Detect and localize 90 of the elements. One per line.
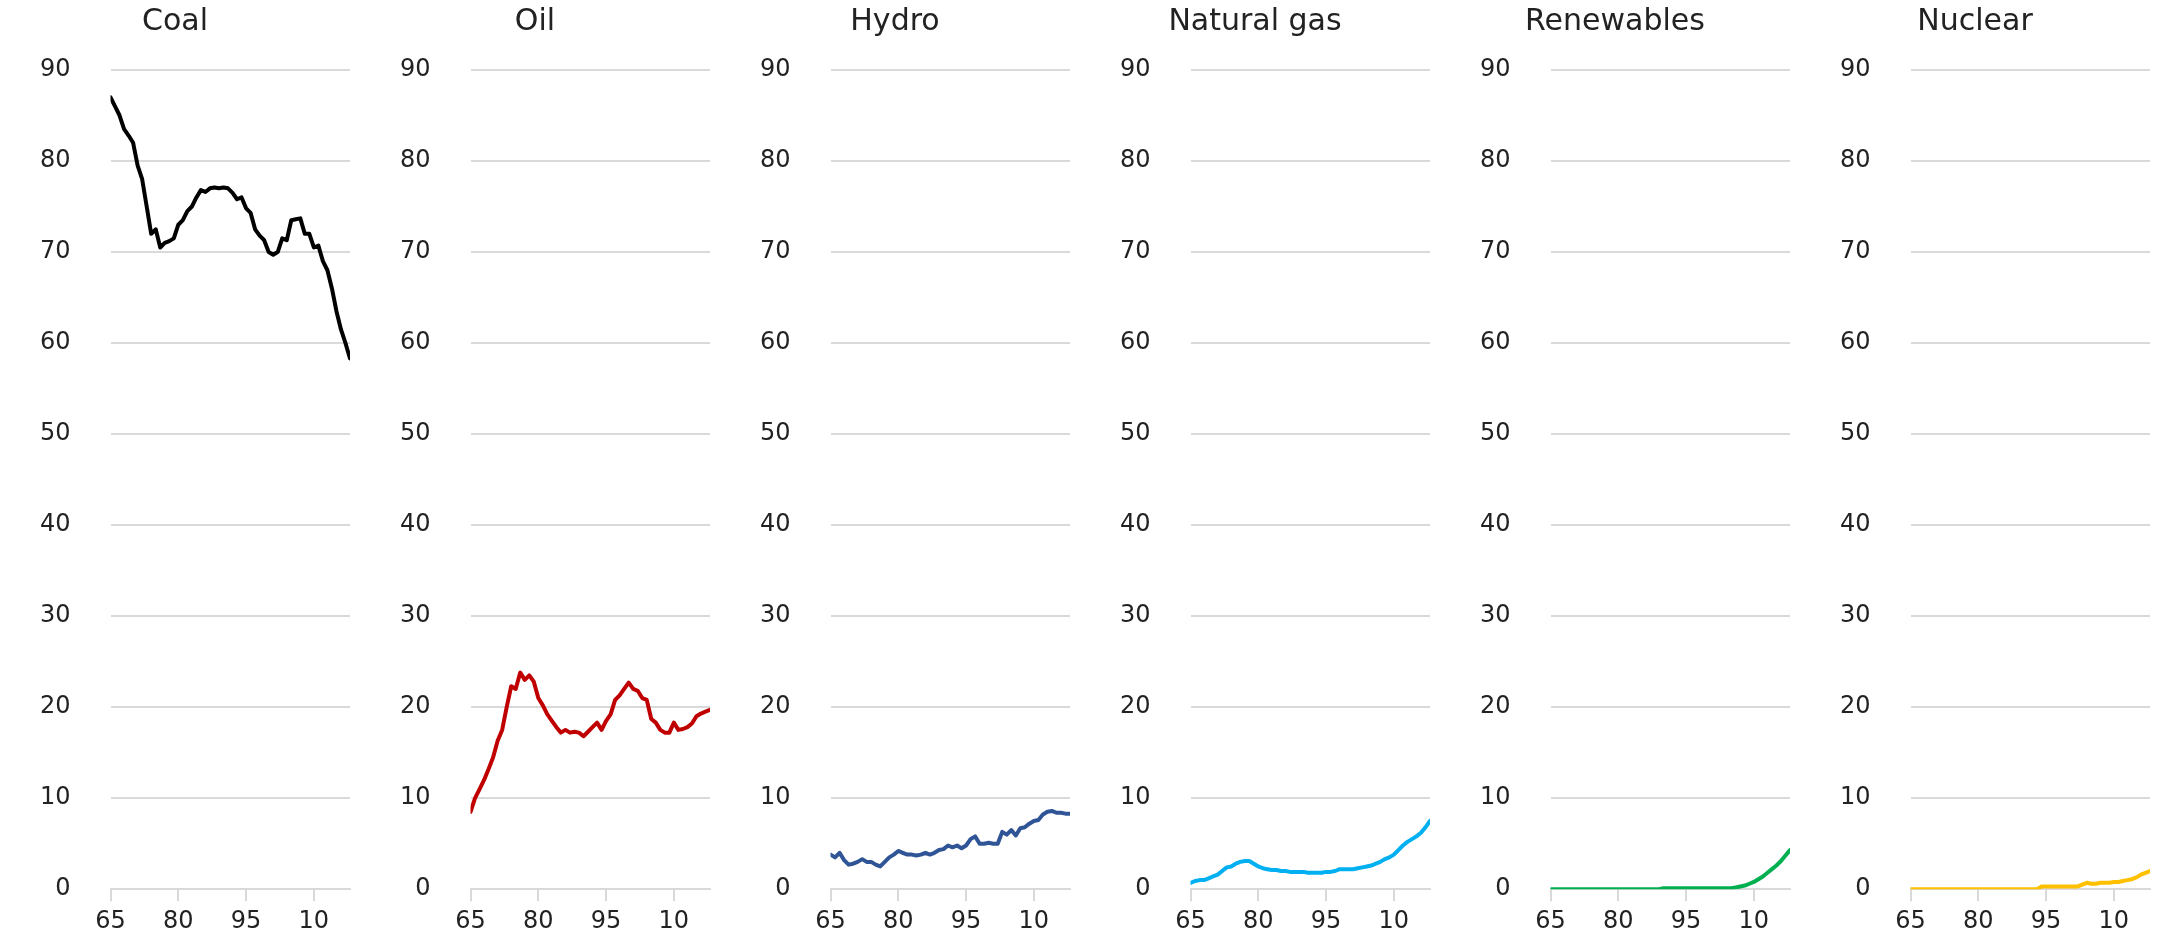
y-tick-label: 40 <box>39 509 71 538</box>
x-tick-label: 10 <box>2098 905 2130 934</box>
y-tick-label: 10 <box>1479 782 1511 811</box>
chart-title: Renewables <box>1525 1 1705 37</box>
y-tick-label: 70 <box>759 236 791 265</box>
y-tick-label: 0 <box>775 873 791 902</box>
x-tick-label: 10 <box>298 905 330 934</box>
y-tick-label: 60 <box>39 327 71 356</box>
x-tick-label: 80 <box>883 905 914 934</box>
y-tick-label: 10 <box>1839 782 1871 811</box>
x-tick-label: 80 <box>1603 905 1634 934</box>
y-tick-label: 30 <box>1839 600 1871 629</box>
x-tick-label: 10 <box>1018 905 1050 934</box>
y-tick-label: 30 <box>759 600 791 629</box>
y-tick-label: 50 <box>1479 418 1511 447</box>
y-tick-label: 20 <box>1119 691 1151 720</box>
y-tick-label: 50 <box>759 418 791 447</box>
y-tick-label: 0 <box>1135 873 1151 902</box>
y-tick-label: 20 <box>39 691 71 720</box>
x-tick-label: 95 <box>590 905 622 934</box>
x-tick-label: 95 <box>1670 905 1702 934</box>
y-tick-label: 60 <box>759 327 791 356</box>
x-tick-label: 95 <box>230 905 262 934</box>
y-tick-label: 20 <box>759 691 791 720</box>
chart-title: Nuclear <box>1917 1 2034 37</box>
y-tick-label: 90 <box>1119 54 1151 83</box>
y-tick-label: 30 <box>399 600 431 629</box>
chart-title: Hydro <box>850 1 940 37</box>
y-tick-label: 10 <box>759 782 791 811</box>
y-tick-label: 30 <box>1479 600 1511 629</box>
y-tick-label: 80 <box>39 145 71 174</box>
x-tick-label: 10 <box>658 905 690 934</box>
y-tick-label: 60 <box>1839 327 1871 356</box>
y-tick-label: 70 <box>1119 236 1151 265</box>
x-tick-label: 65 <box>95 905 126 934</box>
x-tick-label: 65 <box>1535 905 1566 934</box>
y-tick-label: 90 <box>1479 54 1511 83</box>
y-tick-label: 90 <box>39 54 71 83</box>
x-tick-label: 10 <box>1738 905 1770 934</box>
y-tick-label: 40 <box>1839 509 1871 538</box>
y-tick-label: 0 <box>415 873 431 902</box>
y-tick-label: 40 <box>759 509 791 538</box>
y-tick-label: 80 <box>1479 145 1511 174</box>
y-tick-label: 30 <box>39 600 71 629</box>
x-tick-label: 10 <box>1378 905 1410 934</box>
y-tick-label: 0 <box>55 873 71 902</box>
y-tick-label: 70 <box>1479 236 1511 265</box>
chart-title: Oil <box>514 1 556 37</box>
x-tick-label: 95 <box>950 905 982 934</box>
y-tick-label: 50 <box>399 418 431 447</box>
y-tick-label: 90 <box>1839 54 1871 83</box>
y-tick-label: 80 <box>399 145 431 174</box>
y-tick-label: 0 <box>1855 873 1871 902</box>
chart-title: Natural gas <box>1168 1 1342 37</box>
y-tick-label: 80 <box>1119 145 1151 174</box>
chart-title: Coal <box>141 1 209 37</box>
y-tick-label: 60 <box>1479 327 1511 356</box>
y-tick-label: 40 <box>399 509 431 538</box>
y-tick-label: 90 <box>399 54 431 83</box>
y-tick-label: 80 <box>1839 145 1871 174</box>
x-tick-label: 80 <box>1963 905 1994 934</box>
x-tick-label: 80 <box>523 905 554 934</box>
y-tick-label: 20 <box>1479 691 1511 720</box>
y-tick-label: 50 <box>39 418 71 447</box>
y-tick-label: 10 <box>1119 782 1151 811</box>
x-tick-label: 65 <box>1175 905 1206 934</box>
y-tick-label: 50 <box>1839 418 1871 447</box>
y-tick-label: 10 <box>399 782 431 811</box>
y-tick-label: 20 <box>1839 691 1871 720</box>
y-tick-label: 70 <box>39 236 71 265</box>
y-tick-label: 30 <box>1119 600 1151 629</box>
y-tick-label: 90 <box>759 54 791 83</box>
y-tick-label: 50 <box>1119 418 1151 447</box>
x-tick-label: 65 <box>1895 905 1926 934</box>
x-tick-label: 65 <box>455 905 486 934</box>
x-tick-label: 80 <box>163 905 194 934</box>
y-tick-label: 60 <box>399 327 431 356</box>
y-tick-label: 60 <box>1119 327 1151 356</box>
y-tick-label: 40 <box>1479 509 1511 538</box>
y-tick-label: 20 <box>399 691 431 720</box>
y-tick-label: 80 <box>759 145 791 174</box>
x-tick-label: 80 <box>1243 905 1274 934</box>
x-tick-label: 95 <box>2030 905 2062 934</box>
y-tick-label: 0 <box>1495 873 1511 902</box>
x-tick-label: 95 <box>1310 905 1342 934</box>
y-tick-label: 70 <box>399 236 431 265</box>
y-tick-label: 70 <box>1839 236 1871 265</box>
x-tick-label: 65 <box>815 905 846 934</box>
y-tick-label: 40 <box>1119 509 1151 538</box>
y-tick-label: 10 <box>39 782 71 811</box>
